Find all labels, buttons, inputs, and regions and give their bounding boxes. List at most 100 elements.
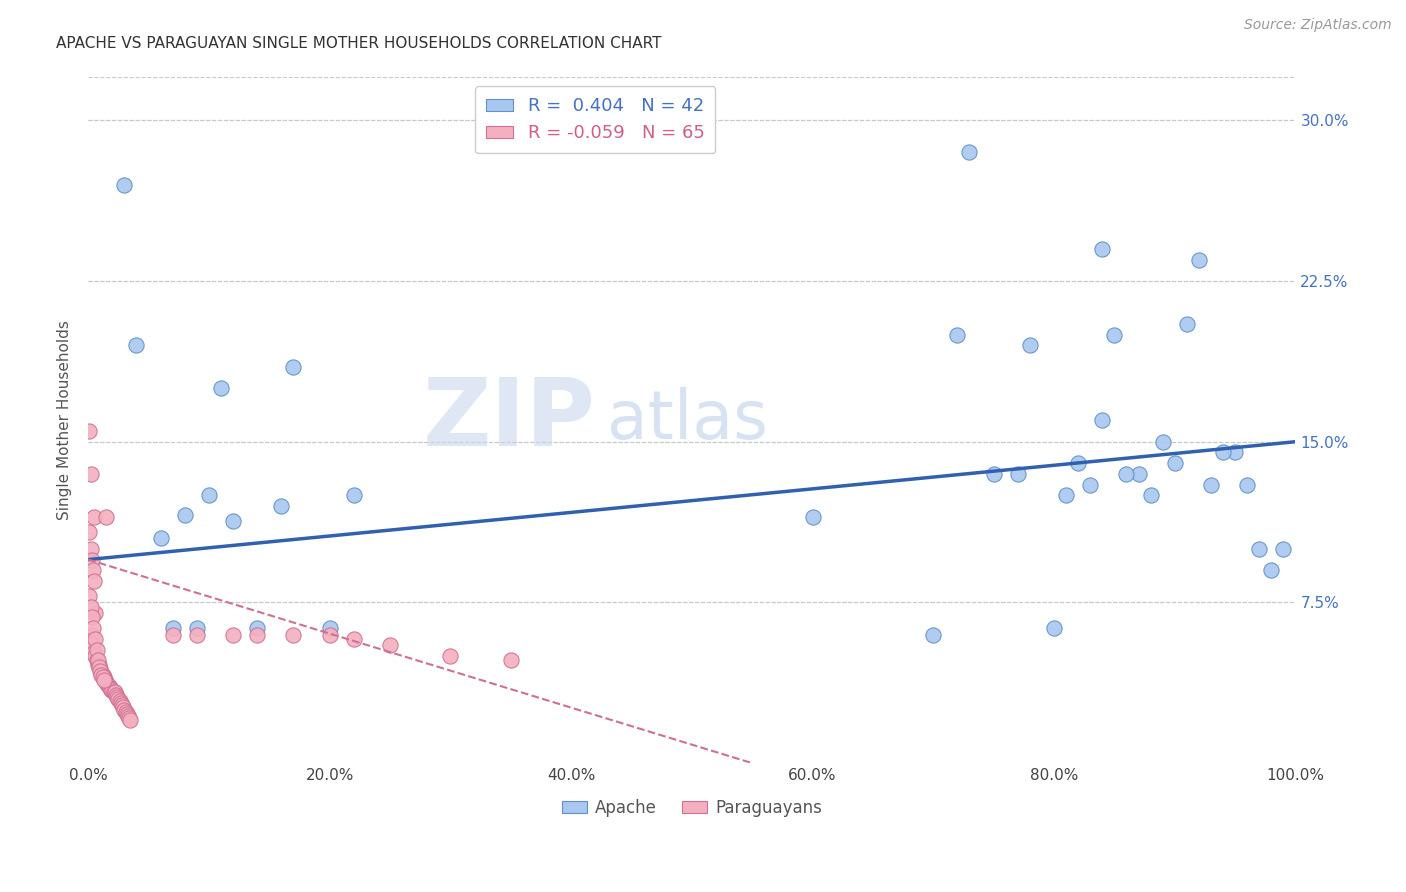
- Point: [801, 509, 824, 524]
- Point: [149, 531, 172, 545]
- Point: [1188, 252, 1211, 267]
- Point: [439, 648, 461, 663]
- Point: [90, 668, 112, 682]
- Point: [343, 488, 366, 502]
- Point: [1078, 477, 1101, 491]
- Point: [114, 705, 136, 719]
- Point: [97, 679, 120, 693]
- Point: [89, 662, 111, 676]
- Point: [96, 674, 118, 689]
- Point: [117, 709, 139, 723]
- Point: [80, 552, 103, 566]
- Point: [103, 685, 125, 699]
- Point: [84, 648, 107, 663]
- Text: APACHE VS PARAGUAYAN SINGLE MOTHER HOUSEHOLDS CORRELATION CHART: APACHE VS PARAGUAYAN SINGLE MOTHER HOUSE…: [56, 36, 662, 51]
- Point: [1212, 445, 1234, 459]
- Point: [89, 664, 111, 678]
- Point: [79, 541, 101, 556]
- Point: [107, 691, 129, 706]
- Point: [101, 683, 124, 698]
- Point: [82, 563, 104, 577]
- Point: [1043, 621, 1066, 635]
- Point: [79, 424, 101, 438]
- Point: [79, 599, 101, 614]
- Point: [318, 627, 340, 641]
- Point: [499, 653, 522, 667]
- Point: [105, 690, 128, 704]
- Point: [83, 645, 105, 659]
- Point: [118, 711, 141, 725]
- Point: [1054, 488, 1077, 502]
- Point: [83, 574, 105, 588]
- Point: [270, 499, 292, 513]
- Point: [96, 509, 118, 524]
- Point: [922, 627, 945, 641]
- Point: [959, 145, 981, 160]
- Point: [93, 673, 115, 687]
- Point: [80, 627, 103, 641]
- Point: [1128, 467, 1150, 481]
- Point: [125, 338, 148, 352]
- Point: [112, 700, 135, 714]
- Point: [82, 621, 104, 635]
- Point: [186, 621, 208, 635]
- Point: [946, 327, 969, 342]
- Point: [1199, 477, 1222, 491]
- Point: [246, 621, 269, 635]
- Text: ZIP: ZIP: [422, 375, 595, 467]
- Point: [209, 381, 232, 395]
- Point: [1272, 541, 1295, 556]
- Point: [104, 688, 127, 702]
- Text: Source: ZipAtlas.com: Source: ZipAtlas.com: [1244, 18, 1392, 32]
- Point: [112, 702, 135, 716]
- Point: [86, 653, 108, 667]
- Point: [79, 467, 101, 481]
- Point: [90, 666, 112, 681]
- Point: [120, 713, 142, 727]
- Point: [1091, 413, 1114, 427]
- Point: [1164, 456, 1187, 470]
- Point: [1249, 541, 1271, 556]
- Point: [1236, 477, 1258, 491]
- Point: [86, 642, 108, 657]
- Point: [173, 508, 195, 522]
- Point: [96, 677, 118, 691]
- Point: [91, 670, 114, 684]
- Point: [283, 359, 305, 374]
- Point: [162, 627, 184, 641]
- Point: [80, 610, 103, 624]
- Point: [1139, 488, 1161, 502]
- Point: [283, 627, 305, 641]
- Point: [84, 632, 107, 646]
- Point: [1152, 434, 1174, 449]
- Legend: Apache, Paraguayans: Apache, Paraguayans: [555, 792, 828, 823]
- Point: [1223, 445, 1246, 459]
- Point: [1104, 327, 1126, 342]
- Point: [115, 706, 138, 721]
- Point: [343, 632, 366, 646]
- Point: [378, 638, 401, 652]
- Point: [318, 621, 340, 635]
- Point: [246, 627, 269, 641]
- Point: [94, 673, 117, 687]
- Point: [1175, 317, 1198, 331]
- Point: [104, 685, 127, 699]
- Point: [108, 694, 131, 708]
- Point: [112, 178, 135, 192]
- Point: [87, 659, 110, 673]
- Point: [222, 514, 245, 528]
- Point: [83, 509, 105, 524]
- Point: [1260, 563, 1282, 577]
- Point: [198, 488, 221, 502]
- Point: [87, 657, 110, 672]
- Point: [111, 698, 134, 713]
- Point: [100, 683, 122, 698]
- Point: [93, 670, 115, 684]
- Point: [162, 621, 184, 635]
- Point: [79, 589, 101, 603]
- Point: [84, 606, 107, 620]
- Text: atlas: atlas: [607, 387, 768, 453]
- Point: [1067, 456, 1090, 470]
- Point: [82, 638, 104, 652]
- Point: [98, 681, 121, 695]
